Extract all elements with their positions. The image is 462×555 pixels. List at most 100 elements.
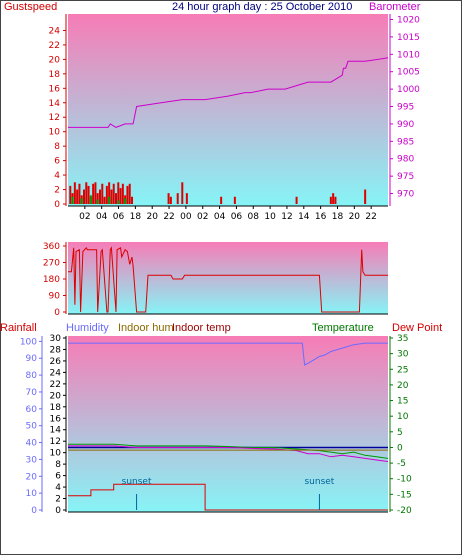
rainfall-label: Rainfall — [0, 322, 37, 334]
barometer-axis-tick-label: 970 — [397, 190, 414, 200]
temperature-axis-tick-label: 30 — [397, 350, 409, 360]
barometer-axis-tick-label: 985 — [397, 137, 414, 147]
top-x-axis-tick-label: 10 — [264, 212, 276, 222]
top-x-axis-tick-label: 22 — [365, 212, 376, 222]
top-x-axis-tick-label: 06 — [113, 212, 125, 222]
humidity-axis-tick-label: 50 — [26, 422, 38, 432]
barometer-line — [68, 57, 389, 128]
wind-axis-tick-label: 90 — [49, 292, 61, 302]
humidity-axis-tick-label: 10 — [26, 489, 38, 499]
top-x-axis-tick-label: 04 — [96, 212, 108, 222]
temperature-axis-tick-label: 25 — [397, 365, 408, 375]
barometer-axis-tick-label: 1000 — [397, 85, 420, 95]
barometer-axis-tick-label: 1020 — [397, 15, 420, 25]
series-line-humidity — [68, 342, 388, 366]
temperature-axis-tick-label: -5 — [397, 459, 406, 469]
top-x-axis-tick-label: 04 — [214, 212, 226, 222]
temperature-axis-tick-label: 20 — [397, 381, 409, 391]
rain-axis-tick-label: 4 — [55, 483, 61, 493]
series-line-dew_point — [68, 445, 389, 462]
rain-axis-tick-label: 20 — [50, 391, 62, 401]
barometer-axis-tick-label: 1005 — [397, 68, 420, 78]
top-x-axis-tick-label: 20 — [349, 212, 361, 222]
temperature-axis-tick-label: 35 — [397, 334, 408, 344]
top-x-axis-tick-label: 06 — [231, 212, 243, 222]
top-x-axis-tick-label: 02 — [79, 212, 90, 222]
plot-layer: 0246810121416182022249709759809859909951… — [20, 14, 420, 516]
humidity-axis-tick-label: 80 — [26, 371, 38, 381]
gust-axis-tick-label: 4 — [54, 171, 60, 181]
wind-direction-line — [68, 246, 388, 313]
top-x-axis-tick-label: 20 — [146, 212, 158, 222]
humidity-axis-tick-label: 60 — [26, 405, 38, 415]
wind-axis-tick-label: 0 — [54, 308, 60, 318]
temperature-axis-tick-label: -10 — [397, 475, 412, 485]
top-x-axis-tick-label: 08 — [248, 212, 260, 222]
gust-axis-tick-label: 18 — [49, 70, 61, 80]
sunset-marker-label: sunset — [122, 477, 152, 487]
rain-axis-tick-label: 14 — [50, 426, 62, 436]
gust-axis-tick-label: 8 — [54, 142, 60, 152]
gust-axis-tick-label: 2 — [54, 186, 60, 196]
humidity-axis-tick-label: 20 — [26, 472, 38, 482]
wind-axis-tick-label: 180 — [43, 275, 60, 285]
barometer-axis-tick-label: 1015 — [397, 33, 420, 43]
gust-axis-tick-label: 6 — [54, 157, 60, 167]
gust-axis-tick-label: 22 — [49, 41, 60, 51]
temperature-axis-tick-label: 15 — [397, 397, 408, 407]
rain-axis-tick-label: 22 — [50, 380, 61, 390]
humidity-axis-tick-label: 100 — [20, 337, 37, 347]
gust-axis-tick-label: 10 — [49, 128, 61, 138]
series-line-temperature — [68, 443, 389, 459]
gust-axis-tick-label: 16 — [49, 84, 61, 94]
top-x-axis-tick-label: 00 — [180, 212, 192, 222]
barometer-axis-tick-label: 980 — [397, 155, 414, 165]
rain-axis-tick-label: 6 — [55, 472, 61, 482]
top-x-axis-tick-label: 14 — [298, 212, 310, 222]
gust-axis-tick-label: 14 — [49, 99, 61, 109]
humidity-label: Humidity — [66, 322, 109, 334]
rain-axis-tick-label: 28 — [50, 345, 62, 355]
top-x-axis-tick-label: 18 — [130, 212, 142, 222]
temperature-axis-tick-label: 5 — [397, 428, 403, 438]
rain-axis-tick-label: 0 — [55, 506, 61, 516]
gust-axis-tick-label: 24 — [49, 26, 61, 36]
indoor-temp-label: Indoor temp — [172, 322, 231, 334]
barometer-axis-tick-label: 1010 — [397, 50, 420, 60]
wind-axis-tick-label: 270 — [43, 259, 60, 269]
dew-point-label: Dew Point — [392, 322, 442, 334]
barometer-axis-tick-label: 995 — [397, 103, 414, 113]
series-line-rain — [68, 483, 388, 511]
rain-axis-tick-label: 18 — [50, 403, 62, 413]
gust-axis-tick-label: 0 — [54, 200, 60, 210]
humidity-axis-tick-label: 30 — [26, 455, 38, 465]
page-title: 24 hour graph day : 25 October 2010 — [172, 1, 352, 13]
temperature-axis-tick-label: -15 — [397, 490, 412, 500]
humidity-axis-tick-label: 70 — [26, 388, 38, 398]
bottom-panel-background — [68, 336, 388, 512]
top-x-axis-tick-label: 02 — [197, 212, 208, 222]
gust-axis-tick-label: 12 — [49, 113, 60, 123]
gustspeed-label: Gustspeed — [4, 1, 57, 13]
top-x-axis-tick-label: 16 — [315, 212, 327, 222]
barometer-axis-tick-label: 975 — [397, 172, 414, 182]
rain-axis-tick-label: 30 — [50, 334, 62, 344]
temperature-axis-tick-label: 10 — [397, 412, 409, 422]
temperature-axis-tick-label: -20 — [397, 506, 412, 516]
humidity-axis-tick-label: 90 — [26, 354, 38, 364]
indoor-hum-label: Indoor hum — [118, 322, 174, 334]
top-x-axis-tick-label: 22 — [163, 212, 174, 222]
rain-axis-tick-label: 24 — [50, 368, 62, 378]
humidity-axis-tick-label: 0 — [31, 506, 37, 516]
rain-axis-tick-label: 2 — [55, 495, 61, 505]
top-panel-background — [68, 14, 388, 206]
gust-axis-tick-label: 20 — [49, 55, 61, 65]
temperature-axis-tick-label: 0 — [397, 443, 403, 453]
top-x-axis-tick-label: 12 — [281, 212, 292, 222]
wind-axis-tick-label: 360 — [43, 242, 60, 252]
barometer-label: Barometer — [369, 1, 421, 13]
rain-axis-tick-label: 8 — [55, 460, 61, 470]
rain-axis-tick-label: 16 — [50, 414, 62, 424]
rain-axis-tick-label: 12 — [50, 437, 61, 447]
